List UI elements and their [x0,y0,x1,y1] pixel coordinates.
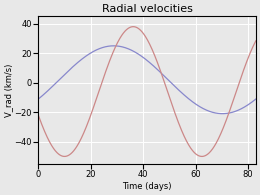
Y-axis label: V_rad (km/s): V_rad (km/s) [4,63,13,117]
X-axis label: Time (days): Time (days) [122,182,172,191]
Title: Radial velocities: Radial velocities [102,4,192,14]
